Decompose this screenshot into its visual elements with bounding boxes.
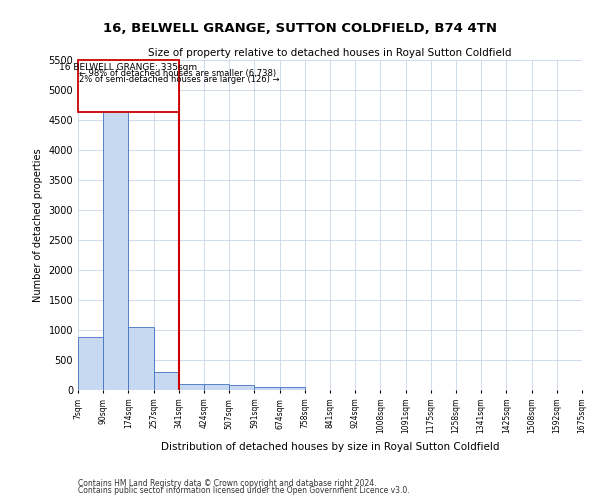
X-axis label: Distribution of detached houses by size in Royal Sutton Coldfield: Distribution of detached houses by size … xyxy=(161,442,499,452)
Y-axis label: Number of detached properties: Number of detached properties xyxy=(33,148,43,302)
Bar xyxy=(154,372,179,390)
Bar xyxy=(280,386,305,390)
Text: Contains public sector information licensed under the Open Government Licence v3: Contains public sector information licen… xyxy=(78,486,410,495)
Bar xyxy=(78,337,103,390)
Text: Contains HM Land Registry data © Crown copyright and database right 2024.: Contains HM Land Registry data © Crown c… xyxy=(78,478,377,488)
Title: Size of property relative to detached houses in Royal Sutton Coldfield: Size of property relative to detached ho… xyxy=(148,48,512,58)
Bar xyxy=(204,384,229,390)
Text: 16, BELWELL GRANGE, SUTTON COLDFIELD, B74 4TN: 16, BELWELL GRANGE, SUTTON COLDFIELD, B7… xyxy=(103,22,497,36)
Text: 16 BELWELL GRANGE: 335sqm: 16 BELWELL GRANGE: 335sqm xyxy=(59,63,197,72)
Text: 2% of semi-detached houses are larger (126) →: 2% of semi-detached houses are larger (1… xyxy=(79,75,280,84)
Bar xyxy=(103,61,128,390)
Bar xyxy=(229,385,254,390)
Bar xyxy=(78,60,179,112)
Bar xyxy=(254,386,280,390)
Bar xyxy=(128,327,154,390)
Text: ← 98% of detached houses are smaller (6,738): ← 98% of detached houses are smaller (6,… xyxy=(79,70,277,78)
Bar xyxy=(179,384,204,390)
